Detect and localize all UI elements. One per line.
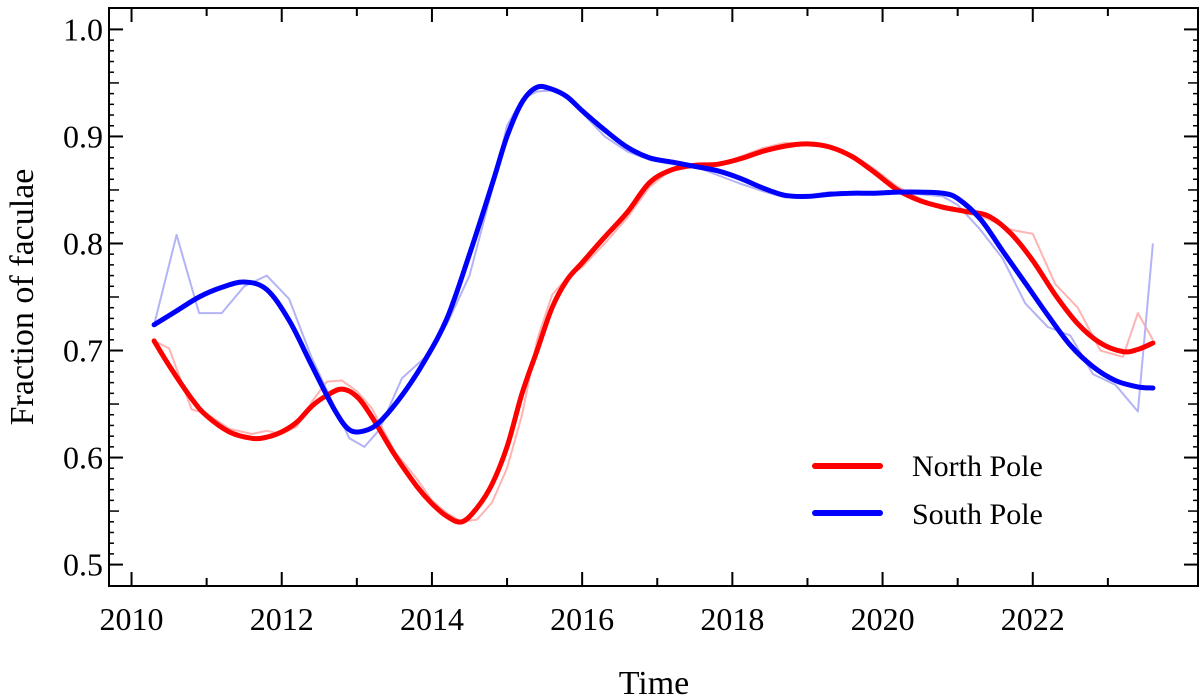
y-axis-title: Fraction of faculae — [4, 169, 41, 426]
series-line-1 — [151, 83, 1156, 435]
y-tick-label: 1.0 — [63, 11, 103, 47]
x-tick-label: 2012 — [250, 601, 314, 637]
x-tick-label: 2018 — [700, 601, 764, 637]
y-tick-label: 0.7 — [63, 333, 103, 369]
x-tick-label: 2010 — [100, 601, 164, 637]
y-tick-label: 0.8 — [63, 225, 103, 261]
x-axis: 2010 2012 2014 2016 2018 2020 2022 — [100, 8, 1109, 637]
y-tick-label: 0.9 — [63, 118, 103, 154]
x-tick-label: 2014 — [400, 601, 464, 637]
series-raw-line-1 — [153, 89, 1154, 448]
x-axis-title: Time — [619, 665, 690, 699]
legend: North Pole South Pole — [812, 450, 1043, 531]
smoothed-data-layer — [151, 83, 1156, 525]
x-tick-label: 2016 — [550, 601, 614, 637]
y-axis: 0.5 0.6 0.7 0.8 0.9 1.0 — [63, 11, 1198, 583]
y-tick-label: 0.5 — [63, 547, 103, 583]
y-tick-label: 0.6 — [63, 440, 103, 476]
legend-label-south: South Pole — [912, 498, 1043, 531]
x-tick-label: 2020 — [851, 601, 915, 637]
legend-label-north: North Pole — [912, 450, 1043, 483]
x-tick-label: 2022 — [1001, 601, 1065, 637]
